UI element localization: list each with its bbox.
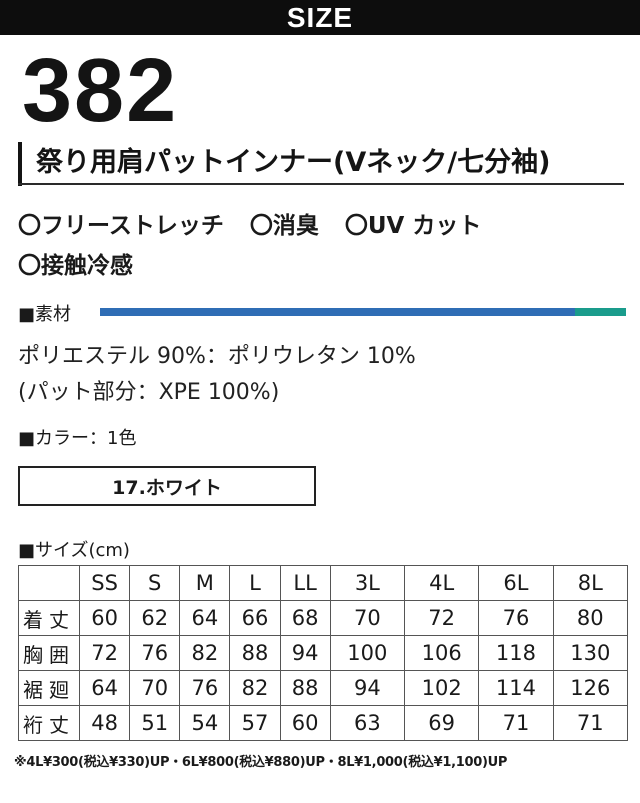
color-label: ■カラー：1色 (18, 428, 137, 449)
size-column-header: 4L (403, 565, 480, 601)
size-column-header: SS (78, 565, 131, 601)
size-column-header: S (129, 565, 181, 601)
size-column-header: L (229, 565, 281, 601)
measurement-label: 着丈 (18, 600, 80, 636)
material-bar-secondary (575, 308, 626, 316)
table-cell: 72 (403, 600, 480, 636)
table-cell: 66 (229, 600, 281, 636)
table-row: 胸囲 72 76 82 88 94 100 106 118 130 (18, 635, 629, 671)
header-bar: SIZE (0, 0, 640, 35)
feature-item: 〇UV カット (344, 213, 482, 239)
table-cell: 63 (329, 705, 406, 741)
table-cell: 64 (78, 670, 131, 706)
feature-item: 〇フリーストレッチ (18, 213, 224, 239)
table-cell: 106 (403, 635, 480, 671)
table-cell: 69 (403, 705, 480, 741)
product-title: 祭り用肩パットインナー(Vネック/七分袖) (36, 147, 551, 178)
size-table-label: ■サイズ(cm) (18, 540, 130, 561)
header-label: SIZE (286, 1, 354, 33)
table-cell: 82 (229, 670, 281, 706)
table-cell: 70 (329, 600, 406, 636)
price-note: ※4L¥300(税込¥330)UP・6L¥800(税込¥880)UP・8L¥1,… (14, 755, 508, 770)
feature-list: 〇フリーストレッチ 〇消臭 〇UV カット 〇接触冷感 (18, 203, 618, 283)
table-cell: 72 (78, 635, 131, 671)
model-number: 382 (22, 41, 179, 141)
table-cell: 51 (129, 705, 181, 741)
feature-row: 〇接触冷感 (18, 243, 618, 283)
table-cell: 130 (552, 635, 629, 671)
feature-item: 〇接触冷感 (18, 253, 133, 279)
table-cell: 48 (78, 705, 131, 741)
color-item-box: 17.ホワイト (18, 466, 316, 506)
table-cell: 60 (78, 600, 131, 636)
table-cell: 71 (552, 705, 629, 741)
table-cell: 76 (179, 670, 231, 706)
table-cell: 76 (129, 635, 181, 671)
table-cell: 126 (552, 670, 629, 706)
table-corner-cell (18, 565, 80, 601)
measurement-label: 裾廻 (18, 670, 80, 706)
table-cell: 64 (179, 600, 231, 636)
feature-item: 〇消臭 (249, 213, 319, 239)
table-cell: 70 (129, 670, 181, 706)
table-cell: 102 (403, 670, 480, 706)
table-cell: 100 (329, 635, 406, 671)
table-cell: 60 (279, 705, 331, 741)
table-cell: 62 (129, 600, 181, 636)
table-cell: 114 (478, 670, 554, 706)
table-row: 着丈 60 62 64 66 68 70 72 76 80 (18, 600, 629, 636)
size-column-header: LL (279, 565, 331, 601)
table-cell: 76 (478, 600, 554, 636)
material-label: ■素材 (18, 304, 72, 325)
size-column-header: 6L (478, 565, 554, 601)
size-column-header: M (179, 565, 231, 601)
table-cell: 54 (179, 705, 231, 741)
size-header-row: SS S M L LL 3L 4L 6L 8L (18, 565, 629, 601)
material-line: ポリエステル 90%：ポリウレタン 10% (18, 344, 416, 369)
title-accent-rule (18, 142, 22, 186)
material-line: (パット部分：XPE 100%) (18, 380, 280, 405)
table-cell: 94 (279, 635, 331, 671)
color-item: 17.ホワイト (112, 476, 222, 499)
table-cell: 80 (552, 600, 629, 636)
title-underline (18, 183, 624, 185)
size-column-header: 8L (552, 565, 629, 601)
table-cell: 118 (478, 635, 554, 671)
table-cell: 57 (229, 705, 281, 741)
size-column-header: 3L (329, 565, 406, 601)
table-cell: 88 (229, 635, 281, 671)
table-cell: 94 (329, 670, 406, 706)
table-row: 裄丈 48 51 54 57 60 63 69 71 71 (18, 705, 629, 741)
table-cell: 82 (179, 635, 231, 671)
table-cell: 71 (478, 705, 554, 741)
feature-row: 〇フリーストレッチ 〇消臭 〇UV カット (18, 203, 618, 243)
table-row: 裾廻 64 70 76 82 88 94 102 114 126 (18, 670, 629, 706)
size-table: SS S M L LL 3L 4L 6L 8L 着丈 60 62 64 66 6… (18, 565, 629, 741)
table-cell: 68 (279, 600, 331, 636)
measurement-label: 胸囲 (18, 635, 80, 671)
measurement-label: 裄丈 (18, 705, 80, 741)
material-bar-primary (100, 308, 575, 316)
table-cell: 88 (279, 670, 331, 706)
